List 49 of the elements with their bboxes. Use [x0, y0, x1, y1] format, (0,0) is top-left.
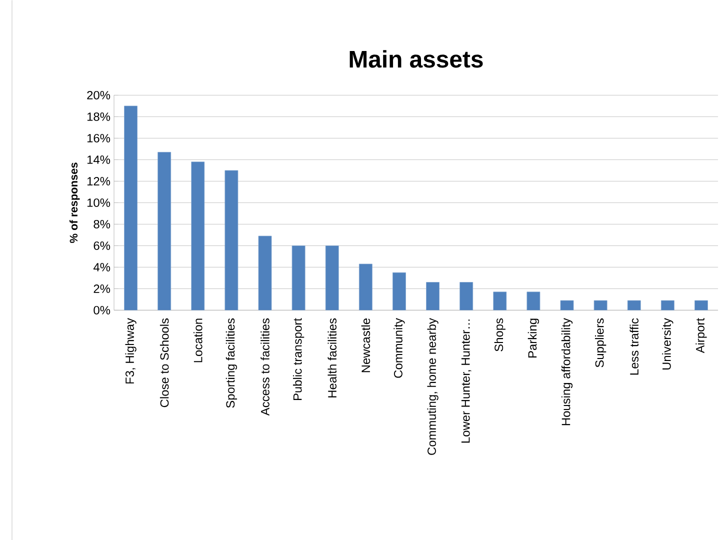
bar — [660, 300, 674, 310]
x-tick-label: Shops — [494, 318, 506, 352]
y-tick-label: 8% — [94, 220, 110, 228]
y-tick-label: 0% — [94, 306, 110, 314]
bar — [158, 152, 172, 310]
x-tick-label: Close to Schools — [160, 318, 169, 407]
x-tick-label: Health facilities — [328, 318, 336, 398]
y-tick-label: 20% — [87, 90, 110, 100]
y-tick-label: 4% — [93, 262, 110, 272]
x-tick-label: Suppliers — [594, 318, 606, 368]
bar — [493, 292, 507, 310]
bar — [526, 292, 540, 310]
x-tick-label: Newcastle — [361, 318, 370, 372]
bar — [224, 170, 238, 310]
y-tick-label: 6% — [94, 241, 110, 250]
bar — [560, 300, 574, 310]
x-tick-label: Airport — [696, 318, 707, 353]
chart-title: Main assets — [350, 50, 483, 68]
x-tick-label: Access to facilities — [260, 318, 270, 416]
bar — [191, 161, 205, 310]
bar — [358, 264, 372, 310]
y-axis-title: % of responses — [70, 162, 80, 243]
bar — [292, 245, 306, 310]
x-tick-label: Less traffic — [630, 318, 638, 374]
bar — [627, 300, 641, 310]
bar — [460, 282, 474, 310]
x-tick-label: Lower Hunter, Hunter… — [461, 319, 472, 442]
bar — [124, 106, 138, 310]
x-tick-label: Community — [394, 318, 405, 378]
x-tick-label: Public transport — [292, 318, 304, 400]
x-tick-label: Sporting facilities — [226, 318, 238, 408]
x-tick-label: Housing affordability — [561, 318, 573, 425]
x-tick-label: University — [662, 318, 674, 370]
bar — [392, 272, 406, 310]
y-tick-label: 12% — [87, 176, 110, 186]
bar — [426, 282, 440, 310]
x-tick-label: Commuting, home nearby — [427, 318, 438, 455]
bar — [258, 236, 272, 310]
y-tick-label: 2% — [94, 284, 110, 293]
x-tick-label: F3, Highway — [125, 318, 136, 384]
y-tick-label: 16% — [87, 134, 110, 142]
bar — [325, 245, 339, 310]
y-tick-label: 10% — [87, 198, 110, 207]
bar — [694, 300, 708, 310]
y-tick-label: 14% — [87, 155, 110, 164]
x-tick-label: Location — [194, 318, 202, 362]
x-tick-label: Parking — [528, 318, 540, 358]
y-tick-label: 18% — [87, 112, 110, 121]
bar — [594, 300, 608, 310]
